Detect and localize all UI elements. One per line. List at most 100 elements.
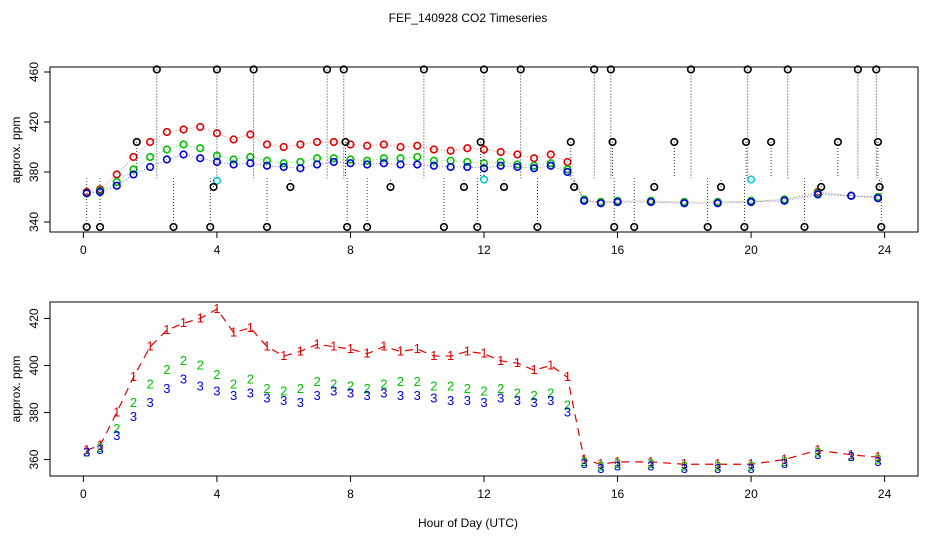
data-point: 1 [814,442,821,457]
data-point [262,140,272,149]
data-point: 3 [96,442,103,457]
data-point [129,170,138,179]
data-point: 2 [230,376,237,391]
data-point [606,65,615,74]
data-point [743,65,752,74]
y-tick-label: 340 [27,212,41,232]
data-point [646,197,656,207]
series-line [86,126,878,203]
data-point: 2 [280,383,287,398]
data-point [212,65,222,74]
data-point [479,65,489,74]
data-point: 3 [180,372,187,387]
data-point [429,156,439,165]
data-point: 2 [447,379,454,394]
data-point [703,222,712,232]
data-point [439,222,449,232]
data-point: 3 [564,405,571,420]
data-point [229,155,238,164]
data-point: 2 [313,374,320,389]
series-cyan [212,175,756,185]
data-point: 2 [130,395,137,410]
data-point: 1 [364,346,371,361]
data-point: 1 [230,325,237,340]
data-point [162,127,171,137]
x-tick-label: 4 [214,243,221,257]
data-point [329,154,338,163]
data-point: 3 [280,393,287,408]
data-point: 3 [747,461,754,476]
data-point [346,155,355,164]
data-point [529,164,539,173]
data-point [875,182,884,192]
data-point [813,190,822,199]
data-point [853,65,863,74]
series-blue [82,150,883,208]
y-tick-label: 360 [27,449,41,469]
y-axis-label: approx. ppm [9,117,23,184]
data-point: 2 [414,374,421,389]
data-point [499,182,509,192]
data-point [479,145,489,154]
data-point: 3 [848,449,855,464]
data-point [741,137,751,147]
data-point [112,177,121,187]
data-point [873,137,883,147]
data-point [169,222,178,232]
chart-title: FEF_140928 CO2 Timeseries [389,11,548,25]
data-point [446,146,455,155]
y-tick-label: 420 [27,308,41,328]
data-point [346,159,355,168]
data-point [817,182,826,192]
data-point: 1 [130,369,137,384]
data-point: 1 [430,348,437,363]
data-point: 3 [130,409,137,424]
x-tick-label: 0 [80,487,87,501]
x-tick-label: 16 [611,243,625,257]
data-point [680,199,689,208]
data-point: 1 [480,346,487,361]
data-point [396,160,405,169]
data-point [146,137,155,147]
data-point: 1 [247,320,254,335]
data-point [312,137,322,147]
data-point: 2 [397,374,404,389]
data-point: 2 [497,381,504,396]
data-point [833,137,842,147]
data-point: 3 [83,444,90,459]
data-point [566,137,575,147]
data-point [329,137,338,147]
data-point: 1 [874,449,881,464]
data-point: 2 [364,381,371,396]
data-point: 1 [197,310,204,325]
data-point: 2 [113,421,120,436]
x-tick-label: 8 [347,487,354,501]
data-point: 1 [514,355,521,370]
data-point: 1 [163,322,170,337]
data-point: 2 [263,381,270,396]
data-point [112,170,121,179]
data-point [429,145,439,154]
data-point [413,160,422,169]
data-point [546,159,555,168]
data-point [570,182,579,192]
data-point: 2 [514,386,521,401]
data-point: 3 [647,459,654,474]
data-point [463,162,472,172]
data-point [262,161,272,170]
data-point: 3 [380,386,387,401]
data-point: 1 [614,454,621,469]
data-point: 2 [347,379,354,394]
data-point: 1 [781,452,788,467]
data-point [513,160,522,169]
data-point [686,65,696,74]
data-point: 2 [330,376,337,391]
data-point: 1 [497,353,504,368]
data-point [496,161,505,170]
x-tick-label: 8 [347,243,354,257]
data-point [179,150,188,159]
data-point: 2 [464,381,471,396]
data-point: 2 [814,444,821,459]
